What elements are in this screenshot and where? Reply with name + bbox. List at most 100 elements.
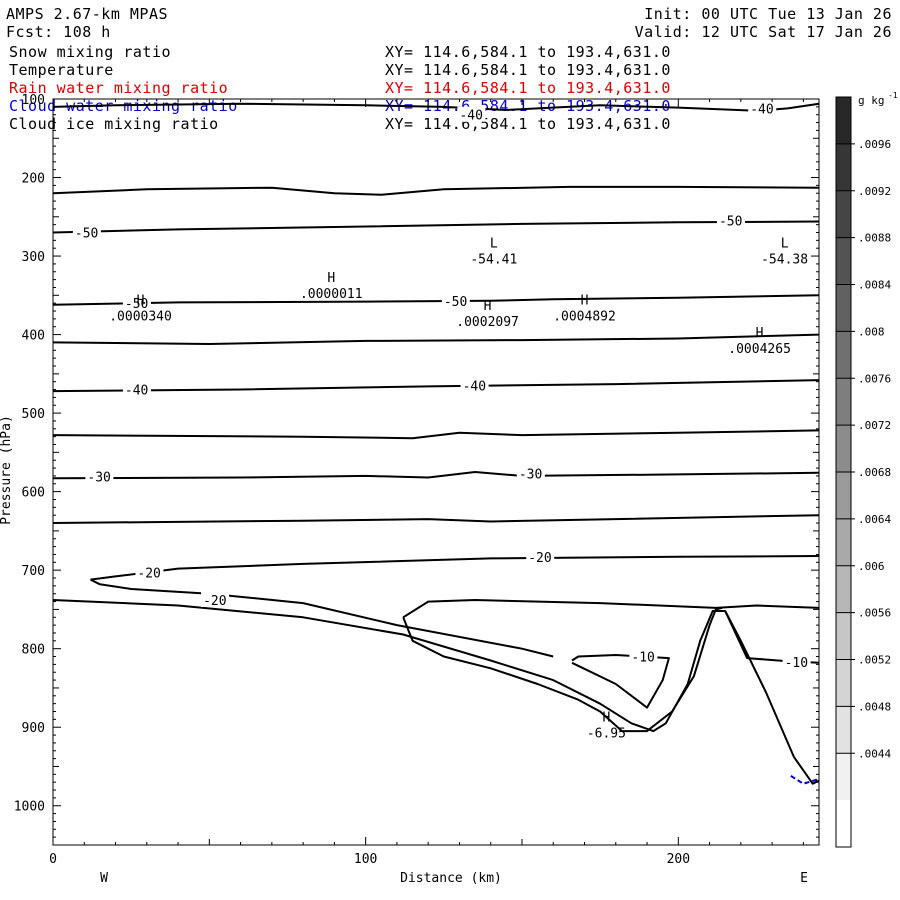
extremum-value: .0000340 [109, 310, 172, 325]
colorbar-box [836, 97, 851, 144]
colorbar-box [836, 143, 851, 191]
temperature-contour [52, 102, 820, 112]
colorbar-label: .006 [858, 560, 885, 573]
y-tick-label: 700 [22, 564, 45, 579]
field-name: Rain water mixing ratio [9, 79, 229, 97]
field-name: Temperature [9, 61, 114, 79]
temperature-contour [52, 514, 820, 524]
west-label: W [100, 871, 108, 886]
y-axis-title: Pressure (hPa) [0, 415, 14, 525]
cloud-water-contour [790, 775, 820, 785]
extremum-value: -54.41 [470, 252, 517, 267]
extremum-marker: H [602, 711, 610, 726]
extremum-value: .0004265 [728, 342, 791, 357]
colorbar-label: .0064 [858, 513, 891, 526]
y-tick-label: 200 [22, 172, 45, 187]
colorbar-box [836, 425, 851, 472]
extremum-value: -6.95 [587, 727, 626, 742]
colorbar-label: .0072 [858, 419, 891, 432]
y-tick-label: 400 [22, 329, 45, 344]
colorbar-box [836, 237, 851, 285]
extremum-value: .0000011 [300, 287, 363, 302]
contour-label: -20 [203, 594, 226, 609]
colorbar-box [836, 800, 851, 847]
y-tick-label: 800 [22, 643, 45, 658]
colorbar-unit: g kg [858, 94, 885, 107]
contour-label-bg [457, 106, 486, 122]
temperature-contour [52, 333, 820, 345]
field-name: Cloud ice mixing ratio [9, 115, 219, 133]
x-tick-label: 100 [354, 852, 377, 867]
extremum-marker: H [581, 294, 589, 309]
temperature-contour [52, 599, 820, 785]
colorbar-label: .0052 [858, 654, 891, 667]
colorbar-box [836, 612, 851, 660]
contour-label: -50 [75, 226, 98, 241]
field-xy-range: XY= 114.6,584.1 to 193.4,631.0 [385, 79, 671, 97]
contour-label: -10 [785, 656, 808, 671]
temperature-contour [52, 429, 820, 440]
field-xy-range: XY= 114.6,584.1 to 193.4,631.0 [385, 115, 671, 133]
extremum-value: .0004892 [553, 310, 616, 325]
contour-label-bg [629, 648, 658, 664]
extremum-marker: H [327, 271, 335, 286]
contour-label-bg [85, 468, 114, 484]
contour-label-bg [516, 465, 545, 481]
temperature-contour [52, 294, 820, 306]
contour-label: -50 [444, 295, 467, 310]
colorbar-label: .0044 [858, 747, 891, 760]
extremum-marker: H [756, 326, 764, 341]
contour-label: -10 [631, 651, 654, 666]
x-tick-label: 0 [49, 852, 57, 867]
colorbar-box [836, 284, 851, 332]
field-xy-range: XY= 114.6,584.1 to 193.4,631.0 [385, 61, 671, 79]
colorbar-box [836, 659, 851, 707]
colorbar-box [836, 518, 851, 566]
contour-label-bg [782, 654, 811, 670]
field-name: Cloud water mixing ratio [9, 97, 238, 115]
field-name: Snow mixing ratio [9, 43, 172, 61]
contour-label: -40 [463, 380, 486, 395]
temperature-contour [52, 185, 820, 196]
extremum-marker: L [490, 236, 498, 251]
contour-label: -40 [459, 109, 482, 124]
y-tick-label: 300 [22, 250, 45, 265]
contour-label-bg [122, 381, 151, 397]
temperature-contour [52, 379, 820, 393]
contour-label: -20 [137, 567, 160, 582]
temperature-contour [52, 220, 820, 234]
contour-label-bg [122, 295, 151, 311]
colorbar-label: .0092 [858, 185, 891, 198]
temperature-contour [571, 654, 670, 709]
temperature-contour [402, 606, 723, 733]
temperature-contour [90, 555, 820, 581]
colorbar-box [836, 190, 851, 238]
y-tick-label: 1000 [14, 800, 45, 815]
contour-label-bg [135, 564, 164, 580]
contour-label: -40 [750, 102, 773, 117]
contour-label: -30 [87, 471, 110, 486]
colorbar-unit-exponent: -1 [888, 91, 898, 100]
east-label: E [800, 871, 808, 886]
colorbar-label: .0084 [858, 279, 891, 292]
model-title: AMPS 2.67-km MPAS [6, 5, 169, 23]
valid-time: Valid: 12 UTC Sat 17 Jan 26 [634, 23, 892, 41]
colorbar-label: .0076 [858, 372, 891, 385]
colorbar-label: .0088 [858, 232, 891, 245]
extremum-marker: L [781, 236, 789, 251]
contour-label: -30 [519, 468, 542, 483]
contour-label-bg [716, 212, 745, 228]
y-tick-label: 900 [22, 721, 45, 736]
y-tick-label: 500 [22, 407, 45, 422]
extremum-marker: H [137, 294, 145, 309]
extremum-value: .0002097 [456, 315, 519, 330]
x-axis-title: Distance (km) [400, 871, 502, 886]
colorbar-label: .0096 [858, 138, 891, 151]
contour-label: -20 [528, 551, 551, 566]
contour-label-bg [201, 591, 230, 607]
contour-label-bg [748, 100, 777, 116]
colorbar-label: .008 [858, 325, 885, 338]
colorbar-label: .0048 [858, 700, 891, 713]
colorbar-label: .0056 [858, 607, 891, 620]
